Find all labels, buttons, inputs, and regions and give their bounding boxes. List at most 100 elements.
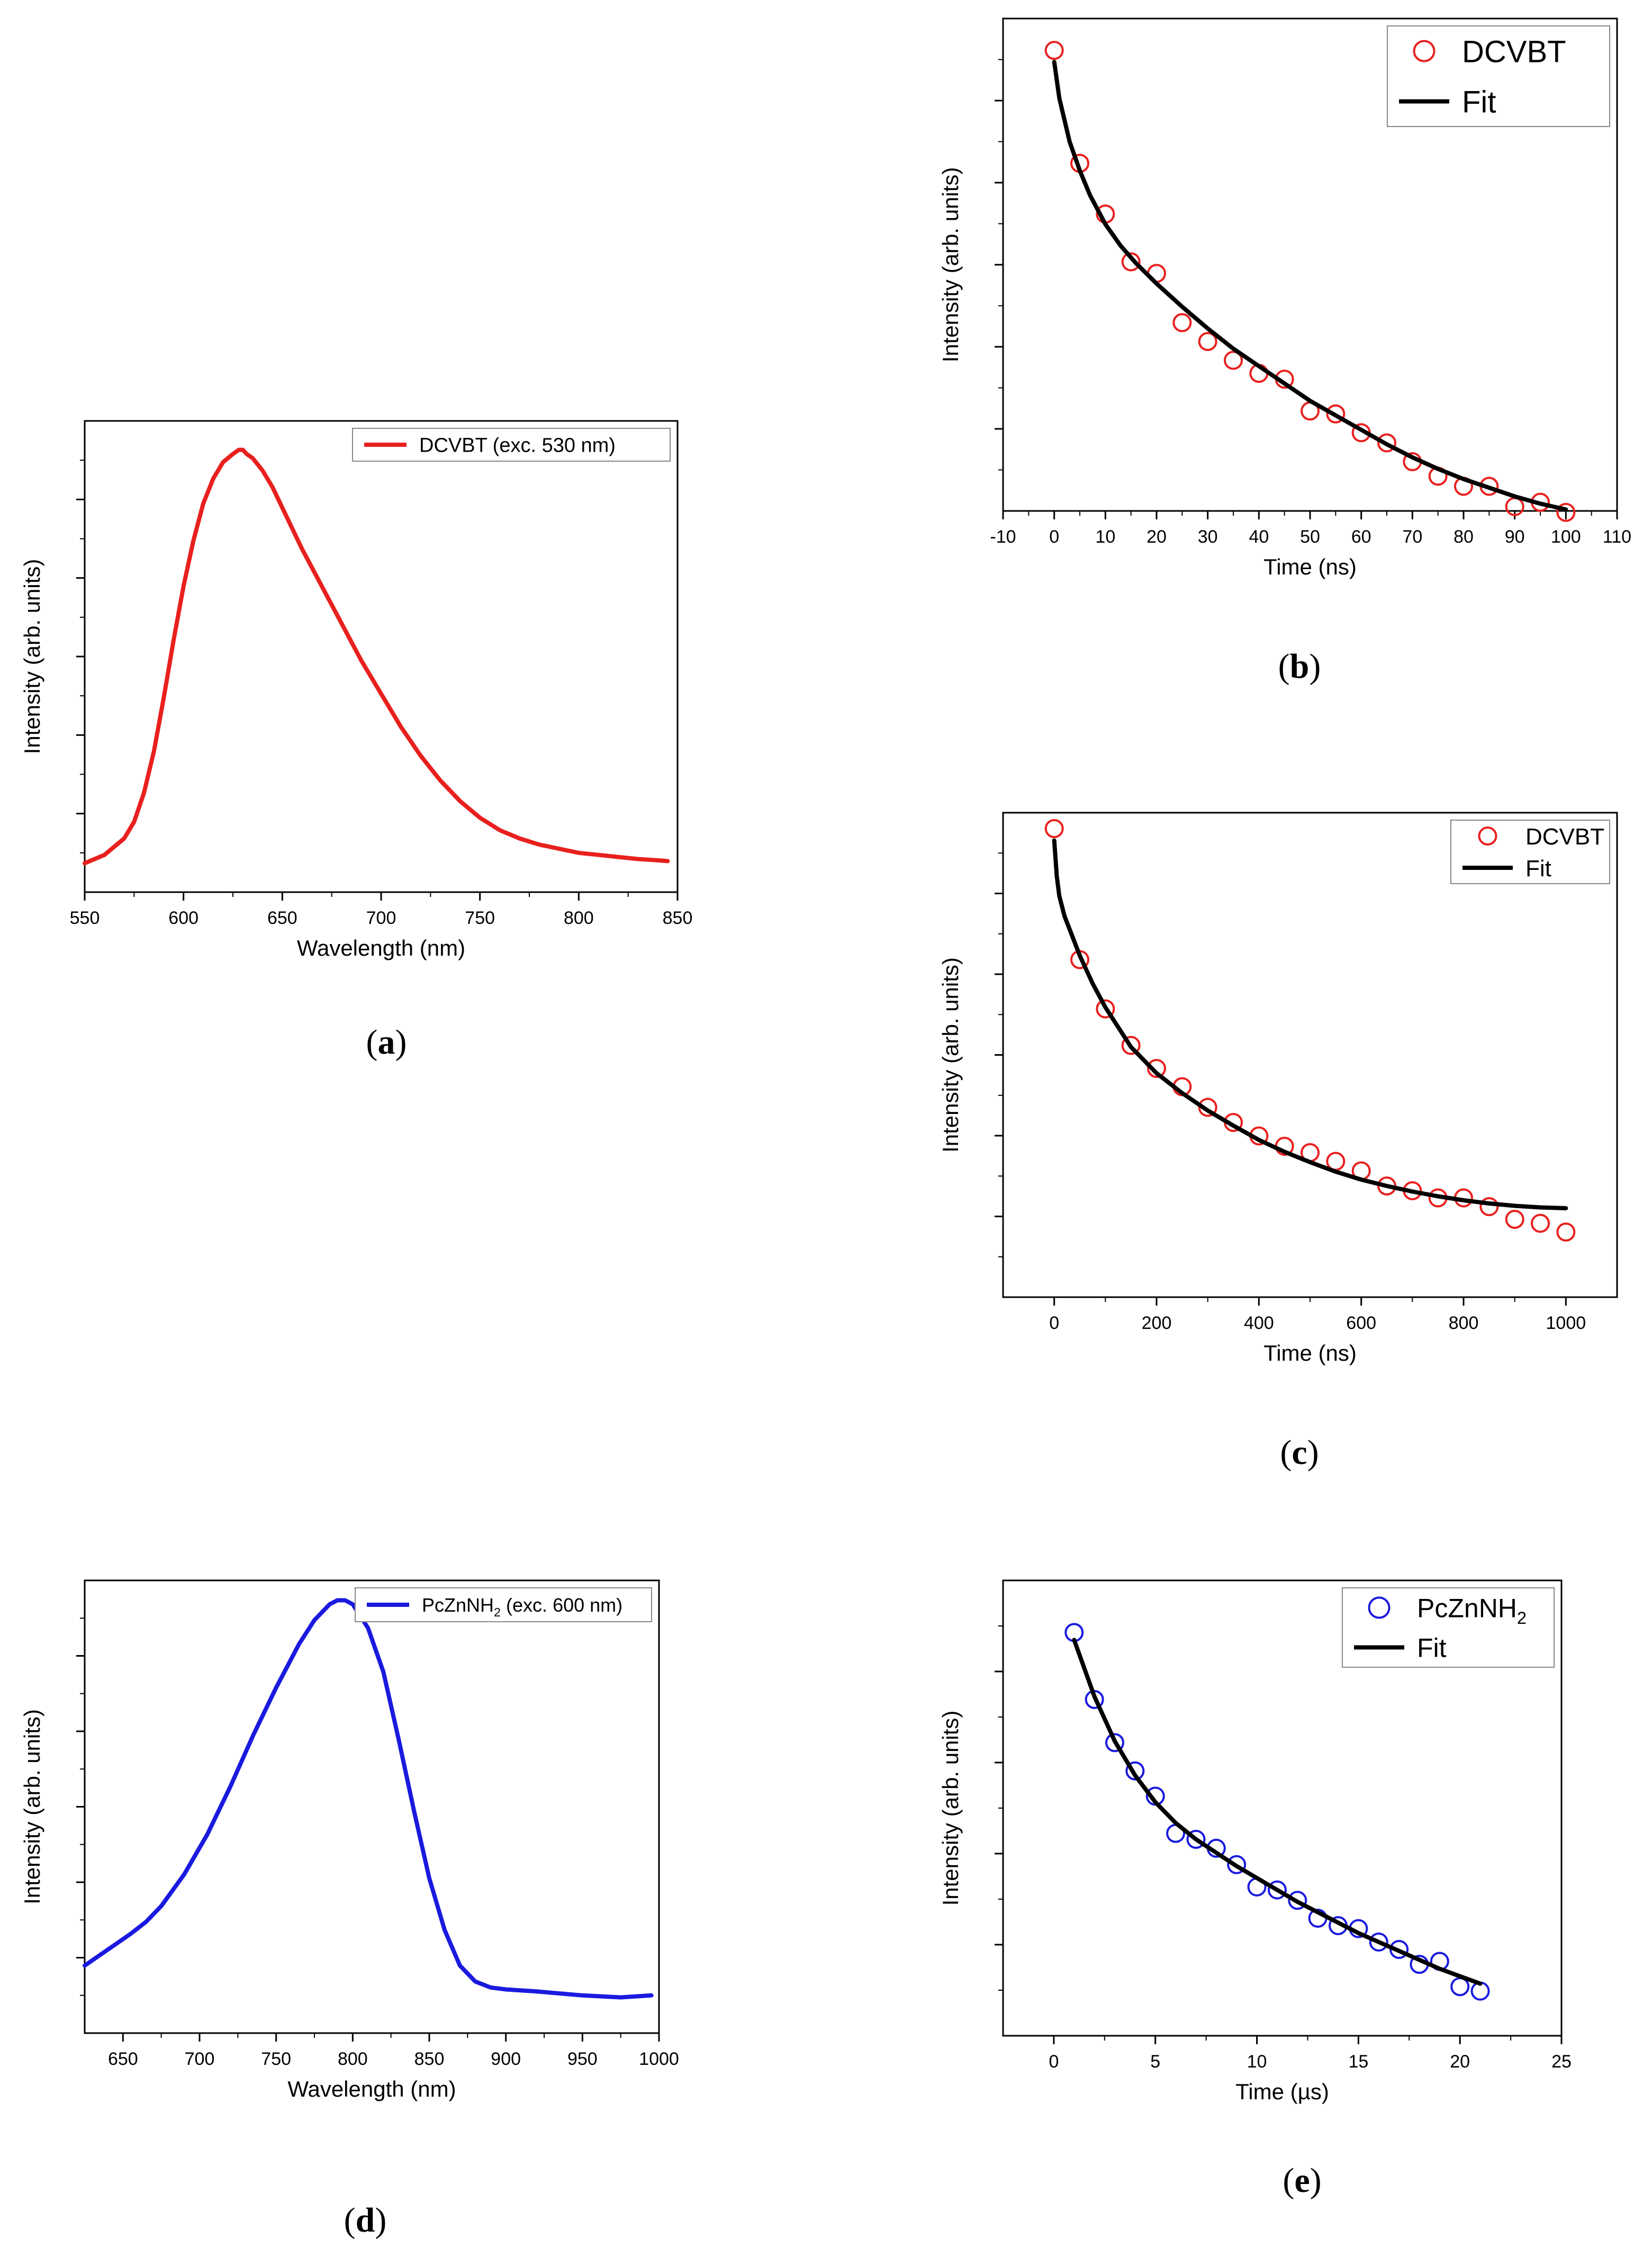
x-tick-label: 700 (185, 2049, 215, 2069)
x-tick-label: 80 (1454, 527, 1474, 547)
data-point (1227, 1855, 1247, 1874)
legend-label: DCVBT (1462, 34, 1566, 69)
x-tick-label: 60 (1351, 527, 1371, 547)
x-tick-label: 550 (70, 908, 100, 928)
fit-line (1052, 60, 1568, 512)
x-tick-label: 750 (465, 908, 495, 928)
legend-box (1387, 25, 1610, 127)
legend-label: Fit (1417, 1633, 1447, 1663)
x-tick-label: 850 (414, 2049, 445, 2069)
x-tick-label: 5 (1150, 2052, 1160, 2072)
x-tick-label: 1000 (639, 2049, 679, 2069)
data-point (1326, 404, 1346, 424)
x-axis-title: Time (ns) (1263, 1341, 1357, 1365)
x-axis-title: Wavelength (nm) (297, 936, 465, 960)
panel-caption: (e) (1283, 2161, 1321, 2200)
x-tick-label: 950 (567, 2049, 598, 2069)
y-axis-title: Intensity (arb. units) (20, 1709, 44, 1904)
x-tick-label: 25 (1551, 2052, 1572, 2072)
legend: DCVBT Fit (1387, 25, 1610, 127)
chart-panel-d: 650 700 750 800 850 900 950 1000 Wavelength (nm)… (20, 1579, 679, 2240)
data-point (1121, 252, 1141, 272)
chart-panel-e: 0 5 10 15 20 25 Time (µs) Intensity (arb. units… (938, 1579, 1572, 2200)
x-tick-label: 20 (1450, 2052, 1470, 2072)
x-tick-label: 800 (338, 2049, 368, 2069)
x-tick-label: 20 (1147, 527, 1167, 547)
x-tick-label: 0 (1049, 527, 1059, 547)
panel-caption: (a) (366, 1023, 407, 1062)
data-point (1556, 502, 1576, 522)
legend: DCVBT Fit (1450, 820, 1610, 884)
data-point (1147, 1059, 1166, 1078)
data-point (1531, 1214, 1550, 1233)
x-tick-label: 40 (1249, 527, 1269, 547)
x-tick-label: 50 (1300, 527, 1320, 547)
y-axis-title: Intensity (arb. units) (938, 1711, 963, 1906)
x-tick-label: 750 (261, 2049, 291, 2069)
x-tick-label: 30 (1198, 527, 1218, 547)
panel-caption: (c) (1280, 1433, 1319, 1472)
spectrum-line (83, 447, 670, 866)
legend-box (1450, 820, 1610, 884)
legend-label: Fit (1462, 85, 1496, 119)
x-tick-label: 110 (1603, 527, 1631, 547)
x-axis-title: Time (µs) (1235, 2079, 1329, 2104)
y-axis-title: Intensity (arb. units) (20, 559, 44, 754)
legend-box (1342, 1587, 1555, 1668)
x-tick-label: 70 (1402, 527, 1422, 547)
x-tick-label: 10 (1095, 527, 1115, 547)
data-point (1186, 1830, 1206, 1849)
x-tick-label: 650 (108, 2049, 138, 2069)
x-tick-label: 700 (366, 908, 396, 928)
y-axis-title: Intensity (arb. units) (938, 957, 963, 1153)
fit-line (1052, 838, 1568, 1210)
data-point (1479, 1197, 1499, 1216)
x-tick-label: 200 (1142, 1313, 1172, 1333)
legend: PcZnNH2 Fit (1342, 1587, 1555, 1668)
legend-marker-swatch (1368, 1596, 1391, 1619)
legend-label: DCVBT (1525, 824, 1604, 850)
x-axis-title: Time (ns) (1263, 554, 1357, 579)
x-tick-label: 90 (1505, 527, 1525, 547)
x-tick-label: 650 (267, 908, 297, 928)
y-axis-title: Intensity (arb. units) (938, 167, 963, 363)
x-tick-label: 15 (1348, 2052, 1368, 2072)
x-tick-label: 800 (564, 908, 594, 928)
legend-label: PcZnNH2 (1417, 1594, 1527, 1628)
x-tick-label: 10 (1247, 2052, 1267, 2072)
x-tick-label: 600 (1346, 1313, 1376, 1333)
panel-caption: (b) (1278, 647, 1321, 686)
x-tick-label: 850 (663, 908, 693, 928)
x-tick-label: 0 (1049, 2052, 1059, 2072)
data-point (1505, 1210, 1524, 1229)
x-tick-label: 1000 (1546, 1313, 1586, 1333)
legend-label: PcZnNH2 (exc. 600 nm) (422, 1594, 622, 1619)
chart-panel-a: 550 600 650 700 750 800 850 Wavelength (nm) Inte… (20, 420, 693, 1062)
legend: DCVBT (exc. 530 nm) (352, 428, 671, 462)
data-point (1044, 41, 1064, 60)
x-tick-label: 800 (1449, 1313, 1479, 1333)
data-point (1044, 819, 1064, 838)
chart-panel-c: 0 200 400 600 800 1000 Time (ns) Intensity (arb… (938, 812, 1618, 1472)
data-point (1172, 313, 1192, 332)
data-point (1096, 999, 1115, 1019)
data-point (1198, 1098, 1217, 1117)
data-point (1556, 1223, 1576, 1242)
data-point (1224, 350, 1243, 370)
panel-caption: (d) (344, 2201, 387, 2240)
data-point (1369, 1932, 1388, 1952)
fit-line (1072, 1638, 1483, 1986)
data-point (1105, 1733, 1124, 1752)
data-point (1198, 331, 1217, 351)
legend-marker-swatch (1478, 826, 1497, 846)
chart-panel-b: -10 0 10 20 30 40 50 60 70 80 90 100 110 Time (ns) Int… (938, 17, 1631, 686)
data-point (1288, 1891, 1307, 1910)
legend-label: DCVBT (exc. 530 nm) (419, 435, 616, 457)
data-point (1125, 1761, 1145, 1781)
legend-marker-swatch (1413, 40, 1436, 62)
x-tick-label: 100 (1551, 527, 1581, 547)
x-axis-title: Wavelength (nm) (287, 2077, 456, 2101)
legend: PcZnNH2 (exc. 600 nm) (355, 1587, 652, 1622)
